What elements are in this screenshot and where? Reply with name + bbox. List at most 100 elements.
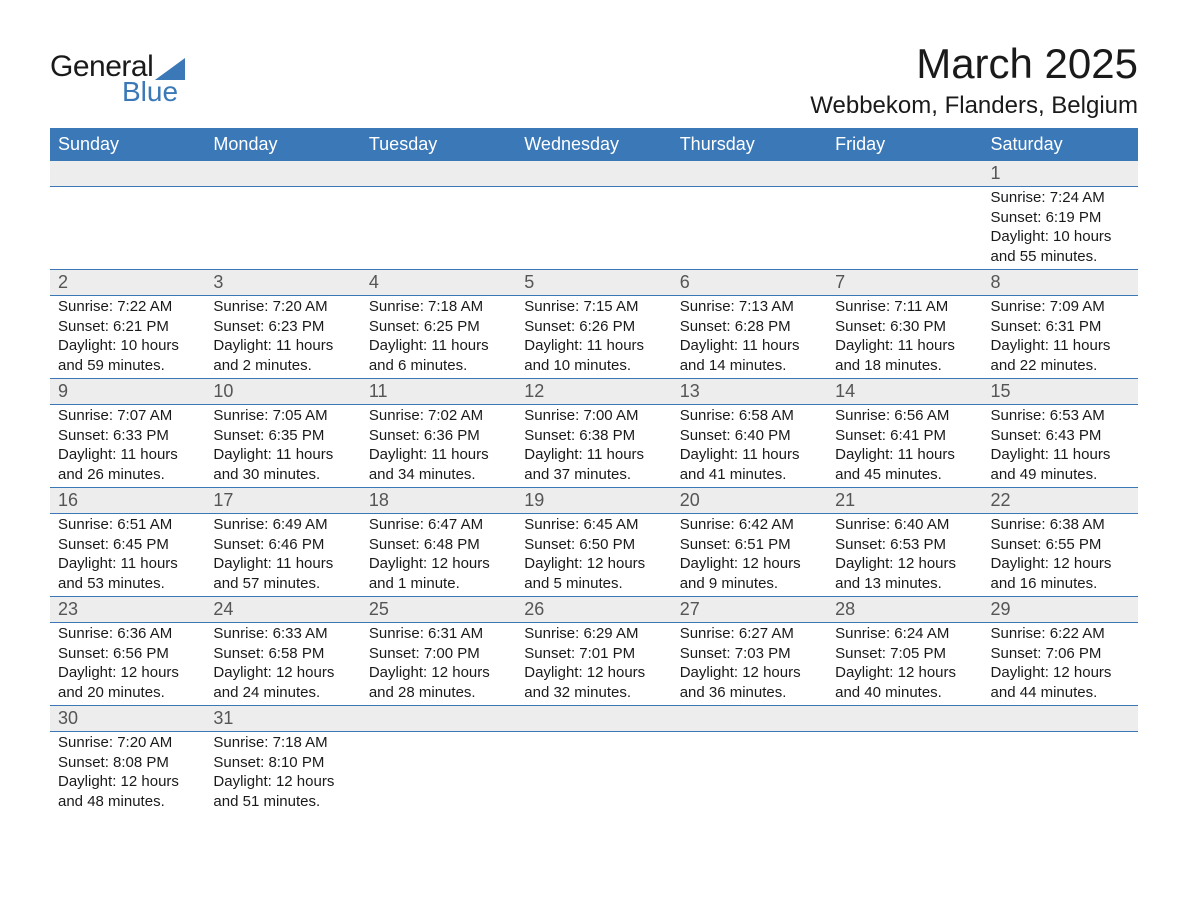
- week-daynum-row: 9101112131415: [50, 379, 1138, 405]
- day-detail: [516, 187, 671, 191]
- day-number: [516, 706, 671, 730]
- day-number-cell: 22: [983, 488, 1138, 514]
- day-number: [50, 161, 205, 185]
- day-number-cell: 5: [516, 270, 671, 296]
- day-detail-cell: Sunrise: 6:27 AMSunset: 7:03 PMDaylight:…: [672, 623, 827, 706]
- day-number-cell: [983, 706, 1138, 732]
- day-number: 1: [983, 161, 1138, 186]
- daylight-line: Daylight: 11 hours and 18 minutes.: [835, 336, 974, 375]
- day-detail: Sunrise: 7:13 AMSunset: 6:28 PMDaylight:…: [672, 296, 827, 378]
- day-detail-cell: Sunrise: 7:18 AMSunset: 8:10 PMDaylight:…: [205, 732, 360, 815]
- daylight-line: Daylight: 11 hours and 49 minutes.: [991, 445, 1130, 484]
- day-detail: Sunrise: 6:27 AMSunset: 7:03 PMDaylight:…: [672, 623, 827, 705]
- day-number: [361, 706, 516, 730]
- day-detail: Sunrise: 6:40 AMSunset: 6:53 PMDaylight:…: [827, 514, 982, 596]
- day-detail: Sunrise: 6:38 AMSunset: 6:55 PMDaylight:…: [983, 514, 1138, 596]
- week-detail-row: Sunrise: 6:36 AMSunset: 6:56 PM Daylight:…: [50, 623, 1138, 706]
- day-detail-cell: Sunrise: 7:20 AMSunset: 6:23 PMDaylight:…: [205, 296, 360, 379]
- day-detail-cell: Sunrise: 6:22 AMSunset: 7:06 PMDaylight:…: [983, 623, 1138, 706]
- day-detail: Sunrise: 7:24 AMSunset: 6:19 PMDaylight:…: [983, 187, 1138, 269]
- sunset-line: Sunset: 7:00 PM: [369, 644, 508, 664]
- sunset-line: Sunset: 7:06 PM: [991, 644, 1130, 664]
- calendar-week: 3031Sunrise: 7:20 AMSunset: 8:08 PMDayli…: [50, 706, 1138, 815]
- week-detail-row: Sunrise: 7:20 AMSunset: 8:08 PMDaylight:…: [50, 732, 1138, 815]
- sunrise-line: Sunrise: 6:38 AM: [991, 515, 1130, 535]
- day-number: [827, 706, 982, 730]
- sunset-line: Sunset: 6:50 PM: [524, 535, 663, 555]
- day-header: Monday: [205, 128, 360, 161]
- day-detail-cell: [516, 732, 671, 815]
- daylight-line: Daylight: 11 hours and 37 minutes.: [524, 445, 663, 484]
- daylight-line: Daylight: 10 hours and 59 minutes.: [58, 336, 197, 375]
- daylight-line: Daylight: 12 hours and 5 minutes.: [524, 554, 663, 593]
- daylight-line: Daylight: 11 hours and 2 minutes.: [213, 336, 352, 375]
- day-detail-cell: [827, 732, 982, 815]
- day-detail-cell: Sunrise: 6:33 AMSunset: 6:58 PMDaylight:…: [205, 623, 360, 706]
- sunset-line: Sunset: 6:40 PM: [680, 426, 819, 446]
- day-detail: [516, 732, 671, 736]
- day-detail-cell: [983, 732, 1138, 815]
- sunset-line: Sunset: 7:05 PM: [835, 644, 974, 664]
- day-detail: Sunrise: 6:31 AMSunset: 7:00 PMDaylight:…: [361, 623, 516, 705]
- day-detail-cell: Sunrise: 6:36 AMSunset: 6:56 PMDaylight:…: [50, 623, 205, 706]
- sunrise-line: Sunrise: 6:29 AM: [524, 624, 663, 644]
- sunset-line: Sunset: 6:30 PM: [835, 317, 974, 337]
- day-number-cell: 19: [516, 488, 671, 514]
- calendar-week: 9101112131415Sunrise: 7:07 AMSunset: 6:3…: [50, 379, 1138, 488]
- daylight-line: Daylight: 11 hours and 10 minutes.: [524, 336, 663, 375]
- daylight-line: Daylight: 11 hours and 22 minutes.: [991, 336, 1130, 375]
- sunset-line: Sunset: 8:08 PM: [58, 753, 197, 773]
- day-detail: Sunrise: 6:56 AMSunset: 6:41 PMDaylight:…: [827, 405, 982, 487]
- day-detail-cell: Sunrise: 7:18 AMSunset: 6:25 PMDaylight:…: [361, 296, 516, 379]
- sunrise-line: Sunrise: 6:36 AM: [58, 624, 197, 644]
- day-detail: [361, 187, 516, 191]
- day-detail-cell: Sunrise: 7:09 AMSunset: 6:31 PMDaylight:…: [983, 296, 1138, 379]
- daylight-line: Daylight: 11 hours and 14 minutes.: [680, 336, 819, 375]
- sunset-line: Sunset: 6:58 PM: [213, 644, 352, 664]
- day-detail: Sunrise: 6:33 AMSunset: 6:58 PMDaylight:…: [205, 623, 360, 705]
- sunset-line: Sunset: 6:56 PM: [58, 644, 197, 664]
- day-number-cell: 7: [827, 270, 982, 296]
- day-detail: [50, 187, 205, 191]
- day-number-cell: 17: [205, 488, 360, 514]
- day-number: [361, 161, 516, 185]
- day-number-cell: [516, 706, 671, 732]
- day-detail-cell: [827, 187, 982, 270]
- daylight-line: Daylight: 12 hours and 40 minutes.: [835, 663, 974, 702]
- day-number-cell: 24: [205, 597, 360, 623]
- day-number-cell: [205, 161, 360, 187]
- day-header: Thursday: [672, 128, 827, 161]
- sunset-line: Sunset: 6:46 PM: [213, 535, 352, 555]
- week-detail-row: Sunrise: 6:51 AMSunset: 6:45 PMDaylight:…: [50, 514, 1138, 597]
- sunset-line: Sunset: 6:36 PM: [369, 426, 508, 446]
- sunrise-line: Sunrise: 6:47 AM: [369, 515, 508, 535]
- day-number-cell: 1: [983, 161, 1138, 187]
- day-header: Saturday: [983, 128, 1138, 161]
- sunset-line: Sunset: 6:19 PM: [991, 208, 1130, 228]
- day-number-cell: [361, 706, 516, 732]
- day-detail: Sunrise: 7:00 AMSunset: 6:38 PMDaylight:…: [516, 405, 671, 487]
- day-number: [827, 161, 982, 185]
- day-number-cell: 28: [827, 597, 982, 623]
- day-detail-cell: Sunrise: 6:51 AMSunset: 6:45 PMDaylight:…: [50, 514, 205, 597]
- sunrise-line: Sunrise: 7:00 AM: [524, 406, 663, 426]
- daylight-line: Daylight: 11 hours and 57 minutes.: [213, 554, 352, 593]
- week-daynum-row: 16171819202122: [50, 488, 1138, 514]
- daylight-line: Daylight: 12 hours and 1 minute.: [369, 554, 508, 593]
- day-number-cell: 11: [361, 379, 516, 405]
- day-number: 31: [205, 706, 360, 731]
- day-number: 28: [827, 597, 982, 622]
- day-detail-cell: Sunrise: 7:05 AMSunset: 6:35 PMDaylight:…: [205, 405, 360, 488]
- week-detail-row: Sunrise: 7:24 AMSunset: 6:19 PMDaylight:…: [50, 187, 1138, 270]
- day-number-cell: 2: [50, 270, 205, 296]
- daylight-line: Daylight: 12 hours and 16 minutes.: [991, 554, 1130, 593]
- week-daynum-row: 1: [50, 161, 1138, 187]
- sunrise-line: Sunrise: 6:42 AM: [680, 515, 819, 535]
- week-detail-row: Sunrise: 7:22 AMSunset: 6:21 PMDaylight:…: [50, 296, 1138, 379]
- sunset-line: Sunset: 6:31 PM: [991, 317, 1130, 337]
- day-detail: Sunrise: 7:07 AMSunset: 6:33 PMDaylight:…: [50, 405, 205, 487]
- sunrise-line: Sunrise: 6:53 AM: [991, 406, 1130, 426]
- day-detail-cell: Sunrise: 7:20 AMSunset: 8:08 PMDaylight:…: [50, 732, 205, 815]
- daylight-line: Daylight: 10 hours and 55 minutes.: [991, 227, 1130, 266]
- day-detail: [983, 732, 1138, 736]
